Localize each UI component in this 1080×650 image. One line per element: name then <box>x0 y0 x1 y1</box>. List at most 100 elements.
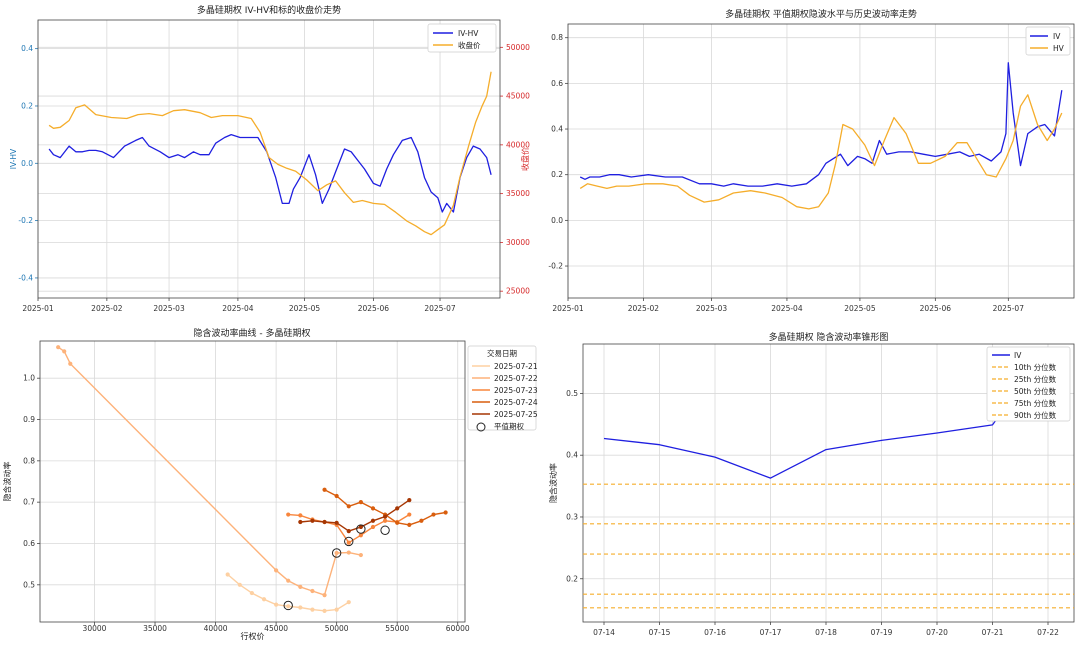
y-tick-label: -0.2 <box>548 262 563 271</box>
legend-label: IV-HV <box>458 29 479 38</box>
data-point <box>346 528 351 534</box>
chart-iv-cone: 07-14 07-15 07-16 07-17 07-18 07-19 07-20 07-21… <box>548 331 1075 637</box>
y2-tick-label: 25000 <box>506 287 530 296</box>
series-line-close <box>48 71 492 236</box>
chart-title: 多晶硅期权 平值期权隐波水平与历史波动率走势 <box>725 8 917 20</box>
y2-axis-label: 收盘价 <box>520 147 530 171</box>
series-2025-07-25 <box>298 497 412 534</box>
x-tick-label: 50000 <box>325 624 349 633</box>
x-tick-label: 07-20 <box>926 628 948 637</box>
data-point <box>346 504 351 509</box>
x-tick-label: 2025-07 <box>424 304 456 313</box>
data-point <box>286 578 291 583</box>
x-tick-label: 2025-06 <box>920 304 952 313</box>
data-point <box>310 588 315 594</box>
x-tick-label: 35000 <box>143 624 167 633</box>
y-tick-label: 0.0 <box>551 216 563 225</box>
legend-label: HV <box>1053 44 1065 53</box>
data-point <box>407 497 412 503</box>
chart-iv-smile: 30000 35000 40000 45000 50000 55000 60000 0.5 0.… <box>2 327 538 641</box>
legend-title: 交易日期 <box>487 348 517 358</box>
atm-marker <box>380 525 390 535</box>
data-point <box>286 604 291 609</box>
x-tick-label: 2025-06 <box>358 304 390 313</box>
x-tick-label: 07-18 <box>815 628 837 637</box>
x-tick-label: 07-19 <box>871 628 893 637</box>
chart-title: 隐含波动率曲线 - 多晶硅期权 <box>194 327 311 339</box>
legend-label: 2025-07-25 <box>494 410 538 419</box>
y-tick-label: 0.4 <box>551 125 563 134</box>
y-tick-label: 0.2 <box>551 170 563 179</box>
data-point <box>382 514 388 519</box>
atm-marker <box>331 548 342 558</box>
x-tick-label: 2025-02 <box>91 304 123 313</box>
y2-tick-label: 40000 <box>506 140 530 149</box>
x-axis-label: 行权价 <box>241 631 265 641</box>
x-tick-label: 30000 <box>83 624 107 633</box>
data-point <box>346 600 351 605</box>
y-tick-label: 0.8 <box>23 456 35 465</box>
chart-iv-hv-close: 2025-01 2025-02 2025-03 2025-04 2025-05 2025-… <box>9 4 530 313</box>
data-point <box>346 550 351 555</box>
y-axis-label: 隐含波动率 <box>2 462 12 502</box>
y-tick-label: 0.9 <box>23 415 35 424</box>
series-2025-07-23 <box>286 512 412 545</box>
data-point <box>370 506 376 511</box>
chart-title: 多晶硅期权 隐含波动率锥形图 <box>769 331 889 343</box>
legend: IV HV <box>1025 26 1071 56</box>
data-point <box>310 518 315 523</box>
data-point <box>249 590 254 596</box>
data-point <box>358 552 363 558</box>
x-tick-label: 2025-04 <box>771 304 803 313</box>
x-tick-label: 07-14 <box>593 628 615 637</box>
legend-box <box>467 345 537 431</box>
x-tick-label: 40000 <box>204 624 228 633</box>
data-point <box>298 605 303 610</box>
legend-label: 90th 分位数 <box>1014 410 1057 420</box>
data-point <box>334 607 339 612</box>
y-tick-label: 0.6 <box>23 539 35 548</box>
atm-marker <box>356 524 366 534</box>
data-point <box>407 512 412 517</box>
legend-label: IV <box>1014 351 1022 360</box>
series-line-iv <box>579 62 1063 187</box>
series-iv <box>603 346 1049 479</box>
y-tick-label: 0.8 <box>551 33 563 42</box>
x-tick-label: 2025-04 <box>222 304 254 313</box>
x-tick-label: 55000 <box>385 624 409 633</box>
data-point <box>322 487 327 492</box>
legend-label: 50th 分位数 <box>1014 386 1057 396</box>
y2-tick-label: 30000 <box>506 238 530 247</box>
series-line <box>300 499 410 532</box>
x-tick-label: 2025-03 <box>696 304 728 313</box>
data-point <box>261 597 267 602</box>
data-point <box>62 349 67 354</box>
plot-frame <box>39 340 466 623</box>
x-tick-label: 07-16 <box>704 628 726 637</box>
x-tick-label: 07-15 <box>649 628 671 637</box>
x-tick-label: 2025-01 <box>22 304 54 313</box>
series-line <box>57 346 362 596</box>
y-axis-label: 隐含波动率 <box>548 463 558 503</box>
series-line-iv <box>603 346 1049 479</box>
legend-label: 2025-07-24 <box>494 398 538 407</box>
data-point <box>274 602 279 607</box>
y-tick-label: 0.5 <box>566 389 578 398</box>
data-point <box>382 518 388 523</box>
y-tick-label: 0.2 <box>566 574 578 583</box>
x-tick-label: 60000 <box>446 624 470 633</box>
y-tick-label: 0.4 <box>21 44 33 53</box>
data-point <box>358 533 363 538</box>
x-tick-label: 2025-05 <box>844 304 876 313</box>
series-line-iv-hv <box>48 133 492 213</box>
y2-tick-label: 45000 <box>506 92 530 101</box>
y-tick-label: 0.2 <box>21 101 33 110</box>
legend-label: 2025-07-22 <box>494 374 538 383</box>
series-2025-07-22 <box>56 345 363 598</box>
data-point <box>225 572 230 577</box>
legend-box <box>986 346 1071 422</box>
y-tick-label: -0.2 <box>18 216 33 225</box>
x-tick-label: 07-21 <box>982 628 1004 637</box>
